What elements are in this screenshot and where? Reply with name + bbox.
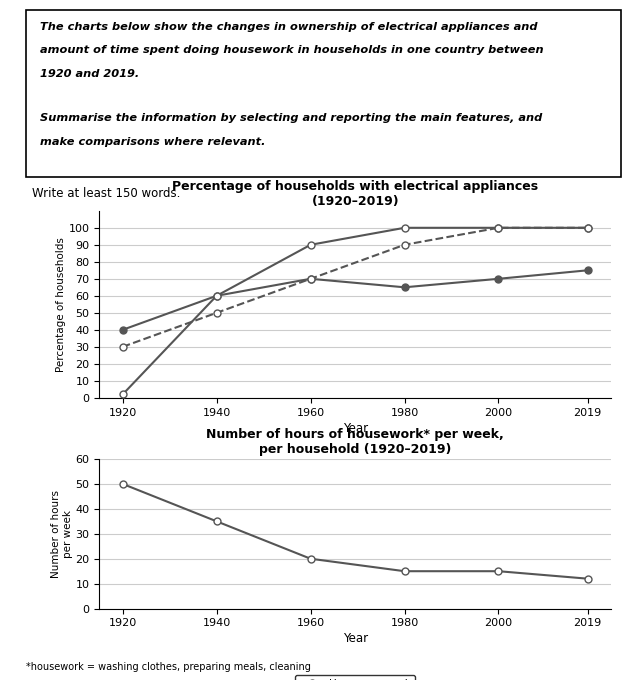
Text: 1920 and 2019.: 1920 and 2019. xyxy=(40,69,140,78)
X-axis label: Year: Year xyxy=(342,632,368,645)
Text: Write at least 150 words.: Write at least 150 words. xyxy=(32,187,180,200)
Text: amount of time spent doing housework in households in one country between: amount of time spent doing housework in … xyxy=(40,45,544,55)
Title: Number of hours of housework* per week,
per household (1920–2019): Number of hours of housework* per week, … xyxy=(206,428,504,456)
Text: The charts below show the changes in ownership of electrical appliances and: The charts below show the changes in own… xyxy=(40,22,538,32)
Legend: Washing machine, Refrigerator, Vacuum cleaner: Washing machine, Refrigerator, Vacuum cl… xyxy=(178,471,532,490)
Text: *housework = washing clothes, preparing meals, cleaning: *housework = washing clothes, preparing … xyxy=(26,662,310,672)
Y-axis label: Percentage of households: Percentage of households xyxy=(56,237,66,372)
Legend: Hours per week: Hours per week xyxy=(295,675,415,680)
Text: make comparisons where relevant.: make comparisons where relevant. xyxy=(40,137,266,147)
X-axis label: Year: Year xyxy=(342,422,368,435)
Y-axis label: Number of hours
per week: Number of hours per week xyxy=(51,490,72,578)
Text: Summarise the information by selecting and reporting the main features, and: Summarise the information by selecting a… xyxy=(40,114,543,124)
FancyBboxPatch shape xyxy=(26,10,621,177)
Title: Percentage of households with electrical appliances
(1920–2019): Percentage of households with electrical… xyxy=(172,180,538,208)
